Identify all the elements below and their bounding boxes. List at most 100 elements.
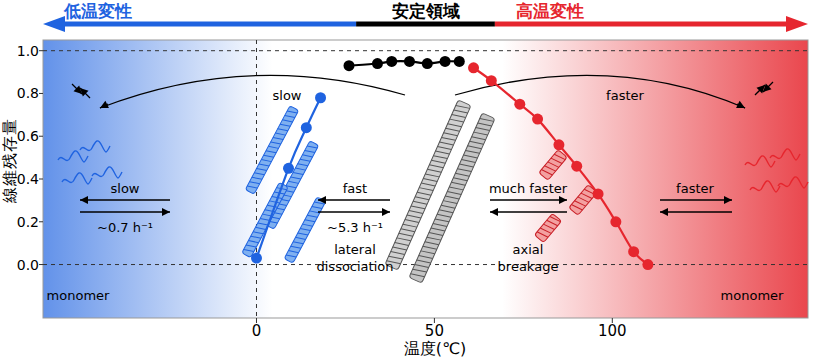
monomer-squiggle — [92, 167, 122, 178]
fibril-stripe — [448, 121, 462, 129]
fibril-stripe — [444, 130, 458, 138]
series-marker — [440, 56, 451, 67]
fibril — [539, 150, 567, 181]
annotation-line: axial — [513, 242, 544, 257]
fibril-body — [569, 185, 597, 216]
arrow-head — [162, 208, 170, 216]
y-axis-label: 線維残存量 — [0, 118, 19, 204]
series-marker — [571, 161, 582, 172]
arrow-line — [318, 211, 390, 212]
y-tick-label: 0.2 — [17, 214, 39, 230]
fibril-stripe — [409, 208, 423, 216]
fibril-stripe — [427, 167, 441, 175]
fibril-stripe — [295, 235, 305, 242]
fibril-stripe — [480, 116, 494, 124]
y-tick — [39, 264, 43, 265]
annotation: axialbreakage — [498, 242, 559, 274]
fibril-stripe — [419, 185, 433, 193]
fibril-stripe — [435, 148, 449, 156]
fibril-stripe — [455, 170, 469, 178]
chart-svg: 低温変性安定領域高温変性0501000.00.20.40.60.81.0温度(℃… — [0, 0, 813, 358]
arrow-line — [660, 199, 732, 200]
region — [356, 22, 495, 27]
fibril-stripe — [468, 143, 482, 151]
monomer-squiggle — [778, 177, 808, 188]
fibril-stripe — [453, 175, 467, 183]
series-marker — [642, 259, 653, 270]
fibril-stripe — [307, 143, 317, 150]
fibril-stripe — [470, 139, 484, 147]
curved-arrow — [455, 75, 745, 108]
series-marker — [422, 58, 433, 69]
fibril-stripe — [298, 230, 308, 237]
monomer-squiggle — [80, 141, 110, 152]
fibril-stripe — [286, 252, 296, 259]
annotation: ~5.3 h⁻¹ — [327, 220, 383, 235]
fibril-stripe — [411, 271, 425, 279]
fibril-stripe — [413, 266, 427, 274]
arrow-head — [736, 101, 745, 108]
fibril-stripe — [417, 189, 431, 197]
fibril-stripe — [285, 113, 295, 120]
region-label: 高温変性 — [516, 1, 584, 21]
fibril-body — [242, 182, 288, 257]
plot-background — [43, 40, 808, 318]
fibril-stripe — [302, 221, 312, 228]
fibril-stripe — [295, 165, 305, 172]
y-tick — [39, 179, 43, 180]
series-marker — [486, 75, 497, 86]
fibril-stripe — [280, 122, 290, 129]
series-line — [256, 98, 320, 258]
series-marker — [514, 99, 525, 110]
annotation: much faster — [489, 181, 568, 196]
fibril-stripe — [250, 179, 260, 186]
fibril-body — [539, 150, 567, 181]
arrow-line — [80, 199, 170, 200]
arrow-line — [763, 82, 773, 92]
fibril-stripe — [421, 248, 435, 256]
arrow-line — [490, 199, 567, 200]
fibril-stripe — [447, 189, 461, 197]
fibril-stripe — [439, 207, 453, 215]
arrow-line — [80, 211, 170, 212]
fibril-stripe — [244, 247, 254, 254]
fibril-stripe — [288, 179, 298, 186]
fibril-stripe — [248, 238, 258, 245]
series-marker — [301, 122, 312, 133]
fibril-stripe — [474, 129, 488, 137]
fibril-stripe — [437, 144, 451, 152]
illustrations — [58, 75, 808, 283]
fibril-stripe — [441, 202, 455, 210]
plot-frame — [43, 40, 808, 318]
fibril-stripe — [431, 225, 445, 233]
fibril-stripe — [433, 153, 447, 161]
fibril — [534, 213, 561, 242]
arrow-line — [72, 84, 82, 94]
fibril-stripe — [435, 216, 449, 224]
arrow-line — [660, 211, 732, 212]
fibril-stripe — [437, 212, 451, 220]
fibril-stripe — [419, 253, 433, 261]
series-marker — [372, 58, 383, 69]
region-label: 安定領域 — [392, 1, 460, 21]
fibril-stripe — [550, 214, 561, 224]
annotation-line: dissociation — [317, 259, 394, 274]
fibril-stripe — [259, 161, 269, 168]
y-tick — [39, 136, 43, 137]
series-marker — [553, 139, 564, 150]
fibril-stripe — [456, 103, 470, 111]
arrow-head — [757, 85, 765, 93]
fibril-stripe — [411, 203, 425, 211]
fibril-stripe — [429, 230, 443, 238]
fibril-stripe — [271, 139, 281, 146]
fibril-stripe — [401, 226, 415, 234]
fibril-stripe — [395, 240, 409, 248]
fibril-stripe — [415, 262, 429, 270]
region-label: 低温変性 — [63, 1, 132, 21]
y-tick-label: 0.0 — [17, 257, 39, 273]
arrow-head — [490, 208, 498, 216]
arrow-head — [382, 208, 390, 216]
series-marker — [593, 188, 604, 199]
fibril-stripe — [433, 221, 447, 229]
fibril — [284, 197, 326, 264]
